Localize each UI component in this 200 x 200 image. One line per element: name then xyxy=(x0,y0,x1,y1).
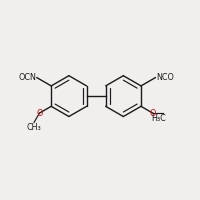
Text: OCN: OCN xyxy=(18,73,36,82)
Text: O: O xyxy=(36,109,43,118)
Text: CH₃: CH₃ xyxy=(27,123,41,132)
Text: NCO: NCO xyxy=(156,73,174,82)
Text: O: O xyxy=(150,109,156,118)
Text: H₃C: H₃C xyxy=(151,114,166,123)
